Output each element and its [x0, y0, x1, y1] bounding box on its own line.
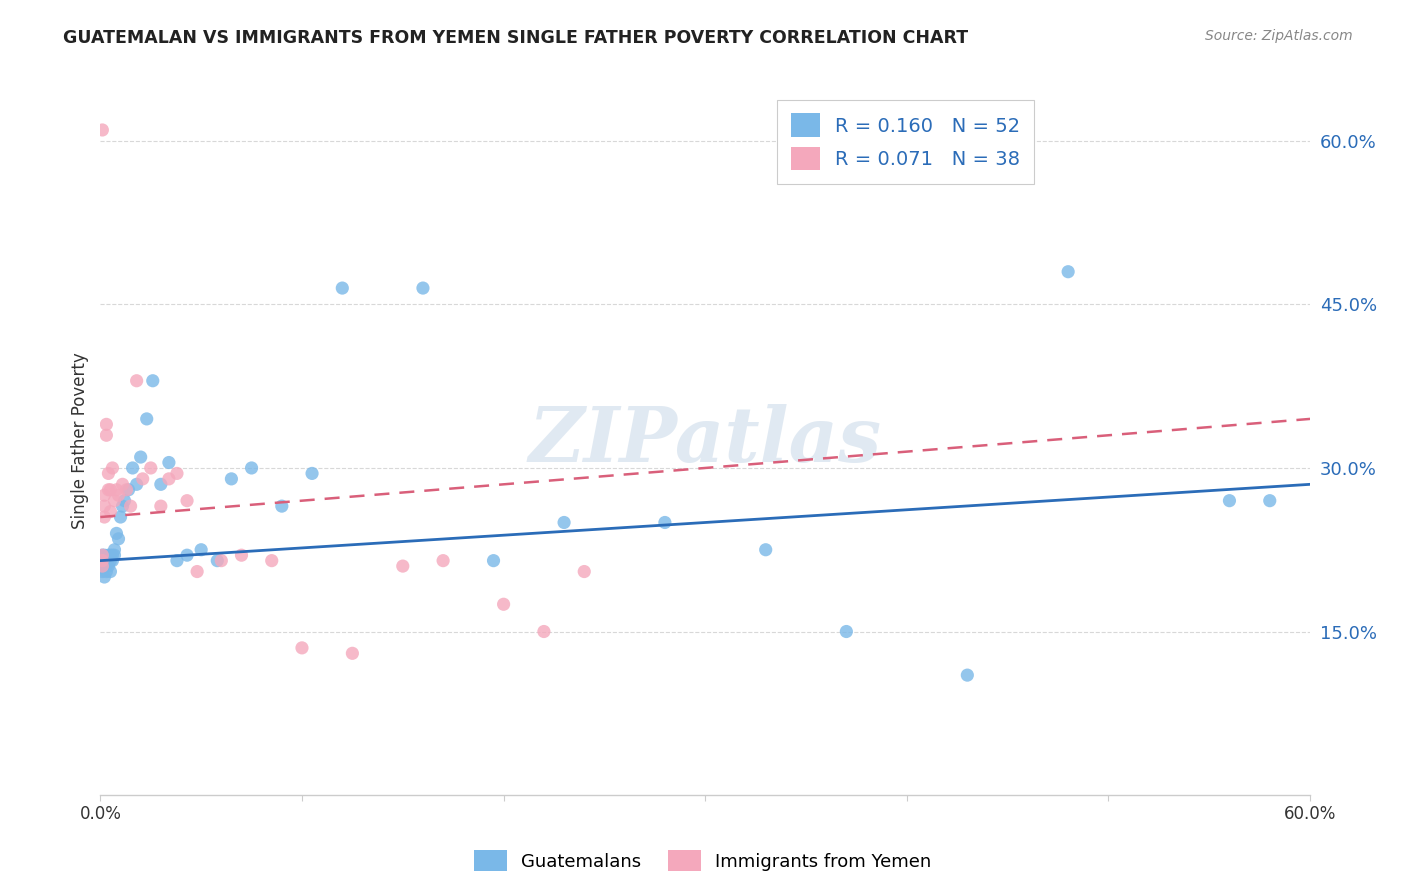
Point	[96, 417, 118, 432]
Point	[412, 281, 434, 295]
Point	[482, 554, 505, 568]
Point	[835, 624, 858, 639]
Point	[103, 542, 125, 557]
Point	[956, 668, 979, 682]
Point	[432, 554, 454, 568]
Point	[342, 646, 364, 660]
Point	[101, 548, 124, 562]
Point	[93, 570, 115, 584]
Point	[91, 123, 114, 137]
Y-axis label: Single Father Poverty: Single Father Poverty	[72, 352, 89, 529]
Point	[221, 472, 243, 486]
Point	[1258, 493, 1281, 508]
Point	[101, 461, 124, 475]
Point	[91, 554, 114, 568]
Point	[176, 548, 198, 562]
Point	[93, 488, 115, 502]
Point	[117, 483, 139, 497]
Point	[100, 565, 122, 579]
Point	[97, 483, 120, 497]
Point	[91, 554, 114, 568]
Point	[654, 516, 676, 530]
Point	[101, 554, 124, 568]
Point	[100, 548, 122, 562]
Point	[291, 640, 314, 655]
Text: Source: ZipAtlas.com: Source: ZipAtlas.com	[1205, 29, 1353, 43]
Point	[533, 624, 555, 639]
Point	[142, 374, 165, 388]
Point	[149, 499, 172, 513]
Point	[1218, 493, 1240, 508]
Point	[103, 548, 125, 562]
Point	[157, 456, 180, 470]
Point	[91, 565, 114, 579]
Point	[91, 548, 114, 562]
Point	[96, 428, 118, 442]
Point	[100, 554, 122, 568]
Point	[207, 554, 229, 568]
Point	[129, 450, 152, 464]
Point	[91, 559, 114, 574]
Point	[107, 488, 129, 502]
Point	[110, 510, 132, 524]
Point	[125, 477, 148, 491]
Point	[97, 559, 120, 574]
Point	[135, 412, 157, 426]
Point	[96, 559, 118, 574]
Point	[114, 493, 136, 508]
Point	[105, 483, 128, 497]
Legend: Guatemalans, Immigrants from Yemen: Guatemalans, Immigrants from Yemen	[467, 843, 939, 879]
Point	[157, 472, 180, 486]
Point	[553, 516, 575, 530]
Point	[107, 532, 129, 546]
Point	[209, 554, 232, 568]
Point	[231, 548, 253, 562]
Point	[240, 461, 263, 475]
Point	[96, 554, 118, 568]
Point	[166, 554, 188, 568]
Point	[100, 505, 122, 519]
Point	[492, 597, 515, 611]
Point	[270, 499, 292, 513]
Legend: R = 0.160   N = 52, R = 0.071   N = 38: R = 0.160 N = 52, R = 0.071 N = 38	[778, 100, 1035, 184]
Point	[186, 565, 208, 579]
Text: GUATEMALAN VS IMMIGRANTS FROM YEMEN SINGLE FATHER POVERTY CORRELATION CHART: GUATEMALAN VS IMMIGRANTS FROM YEMEN SING…	[63, 29, 969, 46]
Point	[330, 281, 353, 295]
Point	[121, 461, 143, 475]
Point	[131, 472, 153, 486]
Point	[100, 483, 122, 497]
Point	[166, 467, 188, 481]
Point	[115, 483, 138, 497]
Point	[93, 554, 115, 568]
Point	[93, 559, 115, 574]
Point	[97, 467, 120, 481]
Point	[93, 510, 115, 524]
Point	[93, 548, 115, 562]
Point	[176, 493, 198, 508]
Point	[574, 565, 596, 579]
Text: ZIPatlas: ZIPatlas	[529, 404, 882, 478]
Point	[91, 559, 114, 574]
Point	[97, 548, 120, 562]
Point	[755, 542, 778, 557]
Point	[120, 499, 142, 513]
Point	[105, 526, 128, 541]
Point	[111, 477, 134, 491]
Point	[301, 467, 323, 481]
Point	[96, 565, 118, 579]
Point	[103, 493, 125, 508]
Point	[91, 548, 114, 562]
Point	[391, 559, 413, 574]
Point	[149, 477, 172, 491]
Point	[190, 542, 212, 557]
Point	[260, 554, 283, 568]
Point	[93, 499, 115, 513]
Point	[139, 461, 162, 475]
Point	[125, 374, 148, 388]
Point	[1057, 265, 1080, 279]
Point	[111, 499, 134, 513]
